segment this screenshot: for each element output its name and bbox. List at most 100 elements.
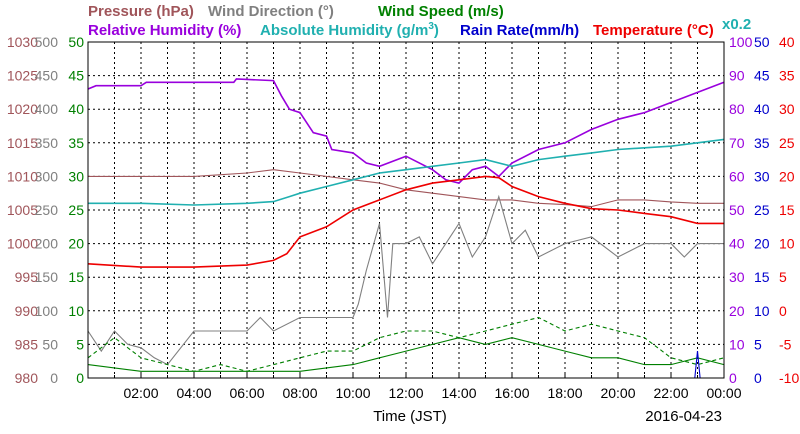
y-tick-wind_dir: 350 [35, 135, 59, 151]
y-tick-rain: 0 [754, 370, 762, 386]
x-axis-label: Time (JST) [373, 408, 447, 425]
y-tick-rain: 25 [754, 202, 770, 218]
series-lines [87, 78, 725, 379]
x-tick-label: 14:00 [441, 385, 476, 401]
y-tick-rain: 45 [754, 68, 770, 84]
y-tick-rh: 0 [729, 370, 737, 386]
y-tick-pressure: 1020 [7, 101, 38, 117]
y-tick-temp: 35 [779, 68, 795, 84]
y-tick-wind_speed: 5 [76, 336, 84, 352]
y-tick-rain: 35 [754, 135, 770, 151]
y-tick-pressure: 1010 [7, 168, 38, 184]
x-tick-label: 08:00 [282, 385, 317, 401]
legend-rain-rate: Rain Rate(mm/h) [460, 22, 579, 39]
y-tick-rh: 40 [729, 236, 745, 252]
date-label: 2016-04-23 [645, 408, 722, 425]
y-tick-temp: 40 [779, 34, 795, 50]
y-tick-wind_speed: 10 [68, 303, 84, 319]
series-absolute-humidity [88, 138, 725, 206]
y-tick-temp: 15 [779, 202, 795, 218]
y-tick-pressure: 1030 [7, 34, 38, 50]
y-tick-rh: 10 [729, 336, 745, 352]
y-tick-wind_dir: 50 [42, 336, 58, 352]
legend-wind-direction: Wind Direction (°) [208, 3, 334, 20]
y-tick-rain: 40 [754, 101, 770, 117]
y-tick-wind_dir: 500 [35, 34, 59, 50]
y-tick-wind_speed: 40 [68, 101, 84, 117]
legend-wind-speed: Wind Speed (m/s) [378, 3, 504, 20]
x-tick-label: 06:00 [229, 385, 264, 401]
x-tick-label: 12:00 [388, 385, 423, 401]
y-tick-temp: 25 [779, 135, 795, 151]
y-tick-rain: 30 [754, 168, 770, 184]
y-tick-pressure: 1025 [7, 68, 38, 84]
y-tick-pressure: 980 [15, 370, 39, 386]
y-tick-rain: 50 [754, 34, 770, 50]
legend-ah-scale: x0.2 [722, 16, 751, 33]
legend-temperature: Temperature (°C) [593, 22, 714, 39]
x-tick-label: 02:00 [123, 385, 158, 401]
y-tick-rh: 70 [729, 135, 745, 151]
y-tick-rain: 10 [754, 303, 770, 319]
y-tick-rh: 60 [729, 168, 745, 184]
y-tick-rh: 80 [729, 101, 745, 117]
y-tick-temp: -5 [779, 336, 792, 352]
y-tick-pressure: 990 [15, 303, 39, 319]
y-tick-wind_speed: 25 [68, 202, 84, 218]
y-tick-pressure: 985 [15, 336, 39, 352]
y-tick-rain: 15 [754, 269, 770, 285]
y-tick-rh: 20 [729, 303, 745, 319]
y-tick-rain: 20 [754, 236, 770, 252]
series-relative-humidity [87, 78, 725, 184]
x-tick-label: 18:00 [547, 385, 582, 401]
series-wind-speed-m-s [87, 337, 725, 372]
plot-frame [87, 41, 725, 379]
legend-relative-humidity: Relative Humidity (%) [88, 22, 241, 39]
y-tick-temp: 30 [779, 101, 795, 117]
x-tick-label: 04:00 [176, 385, 211, 401]
y-tick-pressure: 1000 [7, 236, 38, 252]
grid [88, 42, 724, 378]
y-tick-wind_speed: 45 [68, 68, 84, 84]
x-tick-label: 10:00 [335, 385, 370, 401]
y-tick-wind_speed: 0 [76, 370, 84, 386]
y-tick-temp: -10 [779, 370, 799, 386]
y-tick-wind_speed: 15 [68, 269, 84, 285]
y-tick-temp: 0 [779, 303, 787, 319]
y-tick-wind_dir: 100 [35, 303, 59, 319]
y-tick-temp: 10 [779, 236, 795, 252]
y-tick-wind_dir: 200 [35, 236, 59, 252]
y-tick-wind_speed: 30 [68, 168, 84, 184]
y-tick-temp: 20 [779, 168, 795, 184]
legend-absolute-humidity: Absolute Humidity (g/m3) [260, 21, 439, 39]
y-tick-wind_dir: 150 [35, 269, 59, 285]
series-temperature-c [87, 175, 724, 268]
y-tick-wind_speed: 50 [68, 34, 84, 50]
y-tick-temp: 5 [779, 269, 787, 285]
x-tick-label: 22:00 [653, 385, 688, 401]
series-wind-speed-gust [87, 316, 725, 372]
y-tick-wind_dir: 400 [35, 101, 59, 117]
y-tick-pressure: 1015 [7, 135, 38, 151]
y-tick-rh: 50 [729, 202, 745, 218]
y-tick-wind_speed: 35 [68, 135, 84, 151]
y-tick-wind_speed: 20 [68, 236, 84, 252]
y-tick-wind_dir: 250 [35, 202, 59, 218]
series-pressure-hpa [88, 169, 724, 208]
x-tick-label: 16:00 [494, 385, 529, 401]
y-tick-rh: 30 [729, 269, 745, 285]
series-wind-direction [87, 194, 724, 366]
y-tick-pressure: 995 [15, 269, 39, 285]
x-tick-label: 20:00 [600, 385, 635, 401]
y-tick-rh: 90 [729, 68, 745, 84]
x-tick-label: 00:00 [706, 385, 741, 401]
y-tick-wind_dir: 0 [50, 370, 58, 386]
y-tick-wind_dir: 300 [35, 168, 59, 184]
y-tick-pressure: 1005 [7, 202, 38, 218]
y-tick-rain: 5 [754, 336, 762, 352]
y-tick-rh: 100 [729, 34, 753, 50]
legend-pressure: Pressure (hPa) [88, 3, 194, 20]
y-tick-wind_dir: 450 [35, 68, 59, 84]
axis-ticks: 02:00 04:00 06:00 08:00 10:00 12:00 14:00 16:00… [7, 34, 800, 401]
